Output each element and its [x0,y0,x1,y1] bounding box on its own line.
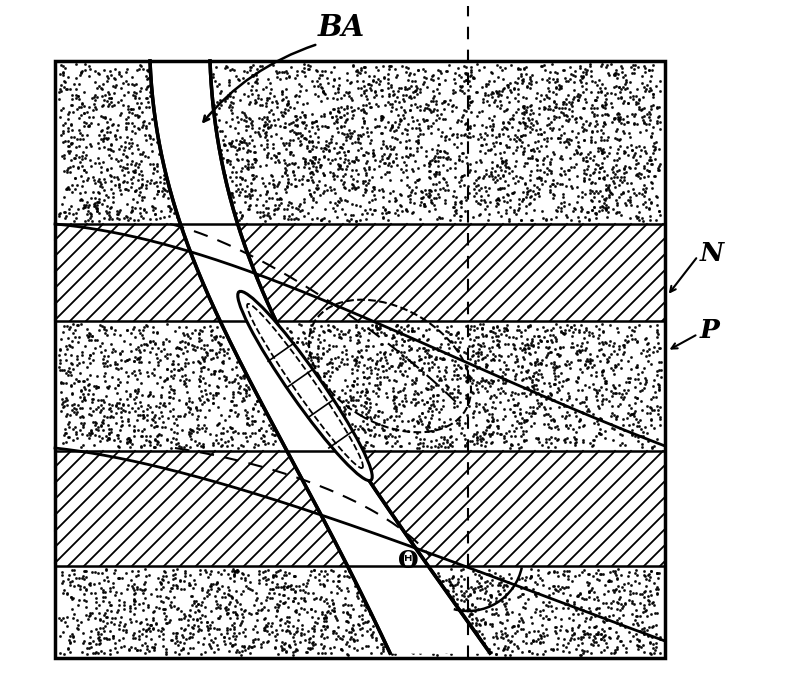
Text: BA: BA [318,13,366,42]
Ellipse shape [238,292,372,481]
Bar [55,61,665,658]
Text: N: N [700,241,724,266]
Text: Θ: Θ [398,549,418,573]
Polygon shape [150,61,490,653]
Text: P: P [700,318,720,343]
